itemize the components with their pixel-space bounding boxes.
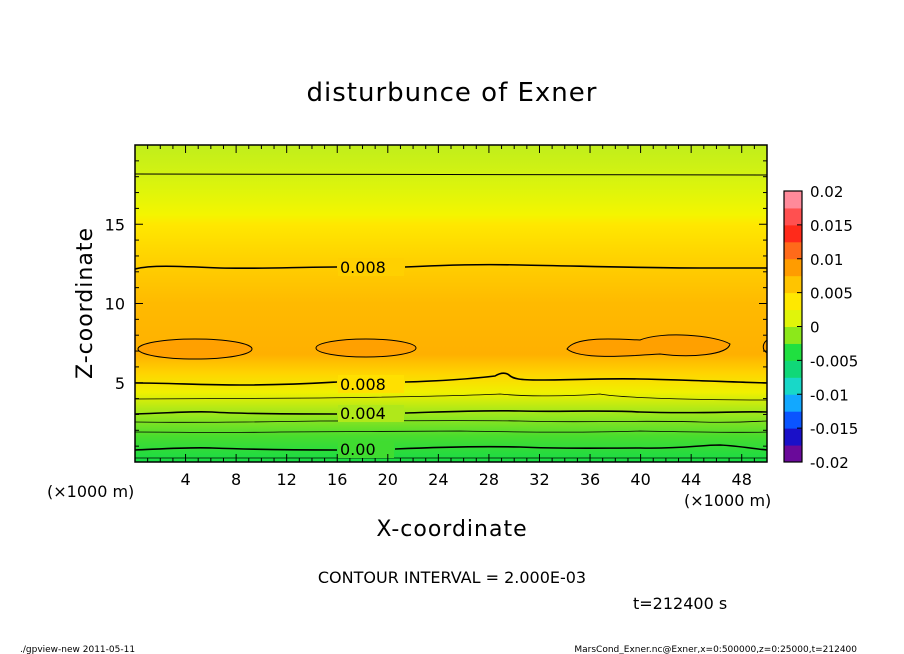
footer-right: MarsCond_Exner.nc@Exner,x=0:500000,z=0:2… [574,645,857,654]
contour-line [135,393,767,401]
contour-line [135,444,767,451]
contour-line [135,420,767,423]
colorbar-label: -0.01 [810,386,849,404]
contour-label: 0.00 [340,440,376,459]
contour-line [135,173,767,176]
colorbar-label: 0.005 [810,285,853,303]
plot-area [135,145,767,462]
contour-blob-edge [762,339,767,354]
x-axis: 4 8 12 16 20 24 28 32 36 40 44 48 [147,145,755,489]
contour-line [135,263,767,270]
colorbar-swatch [784,445,802,463]
contour-blob-center [315,338,417,358]
colorbar-labels: 0.02 0.015 0.01 0.005 0 -0.005 -0.01 -0.015 -0.0… [797,183,858,472]
colorbar-swatch [784,343,802,361]
x-tick-label: 44 [681,470,701,489]
colorbar-swatch [784,224,802,243]
colorbar-swatch [784,191,802,209]
colorbar-label: 0.015 [810,217,853,235]
colorbar-label: 0.01 [810,251,843,269]
colorbar-swatch [784,394,802,412]
contour-label-bg [338,441,394,458]
colorbar-label: 0 [810,319,820,337]
x-tick-label: 20 [378,470,398,489]
x-unit-right: (×1000 m) [684,491,771,510]
time-text: t=212400 s [633,594,727,613]
x-tick-label: 24 [428,470,448,489]
contour-blob-left [137,338,253,360]
colorbar-swatch [784,377,802,395]
x-axis-title: X-coordinate [376,517,527,542]
contour-label: 0.008 [340,375,386,394]
colorbar-swatch [784,292,802,311]
contour-line [135,409,767,415]
colorbar-label: -0.005 [810,352,858,370]
chart-title: disturbunce of Exner [307,78,598,108]
y-tick-label: 5 [115,374,125,393]
colorbar-swatch [784,411,802,429]
colorbar [783,190,803,463]
colorbar-swatch [784,241,802,260]
colorbar-swatch [784,326,802,344]
footer-left: ./gpview-new 2011-05-11 [20,645,135,654]
x-tick-label: 32 [529,470,549,489]
contour-interval-text: CONTOUR INTERVAL = 2.000E-03 [318,568,586,587]
contour-line [135,430,767,433]
colorbar-swatch [784,309,802,327]
y-axis: 5 10 15 [105,160,767,447]
colorbar-swatch [784,428,802,446]
colorbar-swatch [784,360,802,378]
contour-blob-right [566,334,731,357]
x-unit-left: (×1000 m) [47,482,134,501]
y-tick-label: 10 [105,295,125,314]
colorbar-swatch [784,275,802,294]
x-tick-label: 8 [231,470,241,489]
x-tick-label: 36 [580,470,600,489]
contour-label: 0.008 [340,258,386,277]
contour-label-bg [338,405,404,422]
x-tick-label: 12 [277,470,297,489]
colorbar-label: 0.02 [810,183,843,201]
contour-line [135,372,767,386]
x-tick-label: 16 [327,470,347,489]
colorbar-swatch [784,258,802,277]
colorbar-label: -0.02 [810,454,849,472]
y-tick-label: 15 [105,215,125,234]
x-tick-label: 48 [732,470,752,489]
y-axis-title: Z-coordinate [73,227,98,379]
contour-label: 0.004 [340,404,386,423]
contour-label-bg [338,375,404,393]
colorbar-swatch [784,207,802,226]
x-tick-label: 28 [479,470,499,489]
x-tick-label: 4 [180,470,190,489]
heatmap-field [135,145,767,462]
contour-label-bg [338,258,404,276]
x-tick-label: 40 [630,470,650,489]
colorbar-label: -0.015 [810,420,858,438]
